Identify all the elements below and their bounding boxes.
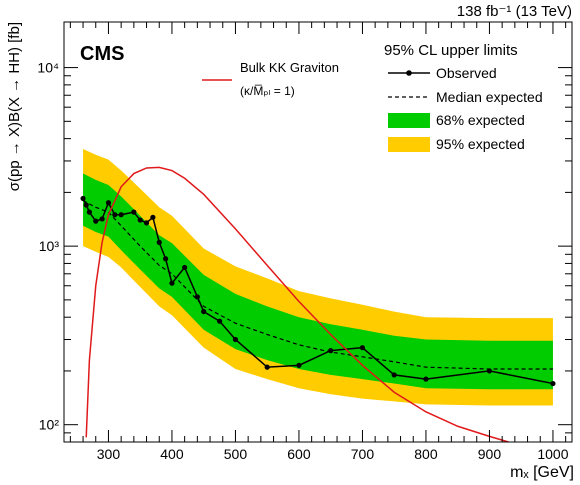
- legend-graviton-param: (κ/M̅ₚₗ = 1): [240, 84, 295, 98]
- observed-point: [486, 368, 493, 374]
- legend-graviton-label: Bulk KK Graviton: [240, 60, 339, 75]
- x-tick-label: 900: [478, 446, 502, 462]
- observed-point: [118, 212, 124, 218]
- observed-point: [99, 216, 105, 222]
- band-68-expected: [83, 173, 553, 390]
- observed-point: [169, 280, 175, 286]
- observed-point: [182, 264, 188, 271]
- observed-point: [232, 336, 239, 343]
- legend-95-label: 95% expected: [436, 136, 525, 152]
- x-tick-label: 300: [97, 446, 121, 462]
- observed-point: [156, 239, 162, 245]
- legend-title: 95% CL upper limits: [384, 42, 518, 59]
- observed-point: [105, 200, 112, 206]
- observed-point: [143, 220, 150, 226]
- legend-observed-label: Observed: [436, 65, 497, 81]
- legend-observed-marker: [406, 70, 412, 76]
- observed-point: [359, 345, 366, 351]
- legend-68-swatch: [388, 113, 430, 128]
- legend: 95% CL upper limits Observed Median expe…: [202, 42, 543, 152]
- observed-point: [83, 202, 89, 208]
- y-axis-label: σ(pp → X)B(X → HH) [fb]: [6, 22, 23, 191]
- observed-point: [80, 195, 86, 202]
- observed-point: [112, 212, 118, 218]
- legend-68-label: 68% expected: [436, 112, 525, 128]
- x-tick-label: 700: [351, 446, 375, 462]
- observed-point: [296, 362, 302, 368]
- observed-point: [150, 214, 156, 220]
- observed-point: [391, 372, 397, 378]
- x-tick-label: 400: [160, 446, 184, 462]
- x-tick-label: 1000: [537, 446, 568, 462]
- graviton-curve: [85, 166, 509, 442]
- legend-95-swatch: [388, 137, 430, 152]
- observed-point: [137, 217, 143, 223]
- x-tick-label: 600: [287, 446, 311, 462]
- observed-point: [163, 256, 169, 262]
- experiment-label: CMS: [80, 43, 124, 65]
- observed-point: [131, 209, 137, 215]
- header-luminosity: 138 fb⁻¹ (13 TeV): [457, 3, 572, 20]
- observed-point: [86, 209, 92, 215]
- observed-point: [194, 294, 200, 300]
- x-tick-label: 500: [224, 446, 248, 462]
- y-tick-label: 10⁴: [37, 60, 59, 76]
- observed-point: [216, 318, 223, 324]
- observed-point: [264, 364, 270, 370]
- legend-expected-label: Median expected: [436, 89, 543, 105]
- expected-line: [82, 200, 553, 370]
- x-axis-label: mₓ [GeV]: [510, 464, 574, 481]
- y-tick-label: 10²: [39, 417, 60, 433]
- observed-point: [423, 376, 429, 382]
- y-tick-label: 10³: [39, 238, 60, 254]
- observed-point: [550, 380, 556, 387]
- observed-point: [93, 218, 99, 224]
- plot-frame: [63, 21, 573, 443]
- observed-point: [201, 308, 207, 315]
- x-tick-label: 800: [414, 446, 438, 462]
